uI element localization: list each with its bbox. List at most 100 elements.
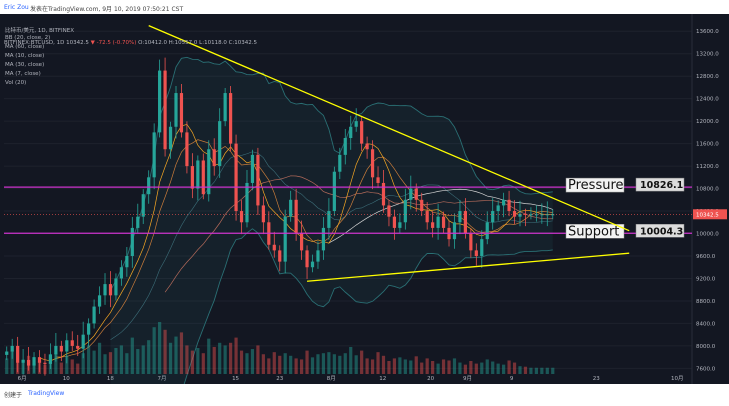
legend-ma60[interactable]: MA (60, close) <box>5 44 45 50</box>
volume-bar-30 <box>168 342 173 374</box>
volume-bar-61 <box>338 355 342 374</box>
candle-body-31 <box>174 93 178 127</box>
candle-body-56 <box>310 261 315 268</box>
candle-96 <box>529 207 533 220</box>
candle-37 <box>207 140 211 202</box>
volume-bar-45 <box>250 349 255 374</box>
candle-body-69 <box>381 182 386 206</box>
candle-body-54 <box>299 233 304 251</box>
candle-body-73 <box>403 199 407 223</box>
footer: 创建于 TradingView <box>0 384 729 406</box>
candle-body-14 <box>81 334 85 349</box>
candle-52 <box>289 190 293 222</box>
candle-6 <box>37 350 42 373</box>
volume-bar-63 <box>349 346 353 374</box>
volume-bar-50 <box>278 355 282 374</box>
volume-bar-18 <box>103 354 107 374</box>
candle-24 <box>136 203 140 233</box>
candle-body-30 <box>168 126 173 150</box>
candle-body-44 <box>245 182 249 223</box>
candle-body-27 <box>152 132 156 178</box>
candle-body-32 <box>179 93 184 133</box>
y-tick-label-1: 8000.0 <box>696 344 716 350</box>
symbol-line: BITFINEX:BTCUSD, 1D 10342.5 ▼ -72.5 (-0.… <box>4 40 257 46</box>
candle-body-92 <box>507 199 511 212</box>
x-tick-label-2: 18 <box>107 376 114 382</box>
candle-body-40 <box>223 93 227 122</box>
volume-bar-42 <box>234 337 238 374</box>
candle-body-88 <box>485 222 489 240</box>
volume-bar-39 <box>218 342 222 374</box>
candle-45 <box>250 149 255 191</box>
candle-body-3 <box>21 359 25 363</box>
candle-body-41 <box>229 93 233 144</box>
candle-57 <box>316 241 320 269</box>
volume-bar-12 <box>70 359 74 374</box>
volume-bar-64 <box>354 355 358 374</box>
candlestick-chart[interactable]: 7600.0 8000.0 8400.0 8800.0 9200.0 9600.0 1000… <box>0 14 729 406</box>
volume-bar-67 <box>370 359 375 374</box>
volume-bar-56 <box>310 357 315 374</box>
volume-bar-68 <box>376 352 380 374</box>
author-link[interactable]: Eric Zou <box>4 4 29 11</box>
chart-area[interactable]: 7600.0 8000.0 8400.0 8800.0 9200.0 9600.0 1000… <box>0 14 729 406</box>
candle-body-35 <box>196 160 200 189</box>
legend-title[interactable]: 比特币/美元, 1D, BITFINEX <box>5 28 74 34</box>
publish-info: 发表在TradingView.com, 9月 10, 2019 07:50:21… <box>30 6 184 13</box>
y-tick-label-9: 11200.0 <box>696 164 719 170</box>
candle-body-2 <box>16 345 20 363</box>
candle-7 <box>43 353 47 376</box>
y-tick-label-8: 10800.0 <box>696 187 719 193</box>
candle-77 <box>425 202 429 230</box>
x-tick-label-3: 7月 <box>157 375 166 382</box>
volume-bar-14 <box>81 353 85 374</box>
x-tick-label-12: 10月 <box>671 375 684 382</box>
candle-body-15 <box>87 323 91 335</box>
candle-39 <box>218 108 222 178</box>
legend-ma10[interactable]: MA (10, close) <box>5 53 45 59</box>
pressure-label-box <box>565 177 625 193</box>
candle-11 <box>65 333 69 364</box>
tradingview-logo[interactable]: TradingView <box>28 390 65 397</box>
candle-40 <box>223 87 227 127</box>
candle-body-82 <box>452 222 457 240</box>
y-tick-label-4: 9200.0 <box>696 276 716 282</box>
volume-bar-93 <box>512 362 517 374</box>
volume-bar-99 <box>545 367 549 374</box>
volume-bar-83 <box>458 362 462 374</box>
candle-body-99 <box>545 214 549 216</box>
candle-49 <box>272 231 276 258</box>
candle-body-63 <box>349 126 353 138</box>
volume-bar-76 <box>420 362 424 374</box>
candle-body-0 <box>5 351 9 355</box>
candle-88 <box>485 211 489 245</box>
candle-8 <box>48 343 53 369</box>
candle-41 <box>229 86 233 151</box>
candle-body-34 <box>190 166 194 189</box>
candle-body-26 <box>147 177 151 195</box>
candle-87 <box>480 230 484 268</box>
candle-body-93 <box>512 211 517 217</box>
candle-13 <box>76 334 80 357</box>
candle-body-66 <box>365 143 369 150</box>
candle-body-84 <box>463 211 467 234</box>
candle-body-19 <box>108 284 113 296</box>
legend-ma30[interactable]: MA (30, close) <box>5 62 45 68</box>
volume-bar-94 <box>518 366 522 374</box>
last-price-tag-label: 10342.5 <box>696 212 719 218</box>
candle-74 <box>409 175 413 210</box>
legend-bb[interactable]: BB (20, close, 2) <box>5 35 51 41</box>
candle-38 <box>212 138 216 176</box>
candle-93 <box>512 200 517 224</box>
volume-bar-19 <box>108 352 113 374</box>
candle-34 <box>190 153 194 199</box>
candle-21 <box>119 260 123 286</box>
legend-vol[interactable]: Vol (20) <box>5 80 27 86</box>
volume-bar-28 <box>158 322 162 374</box>
volume-bar-72 <box>398 357 402 374</box>
made-with-label: 创建于 <box>4 392 23 399</box>
candle-body-20 <box>114 278 118 296</box>
candle-body-51 <box>283 216 287 262</box>
legend-ma7[interactable]: MA (7, close) <box>5 71 41 77</box>
candle-72 <box>398 213 402 233</box>
